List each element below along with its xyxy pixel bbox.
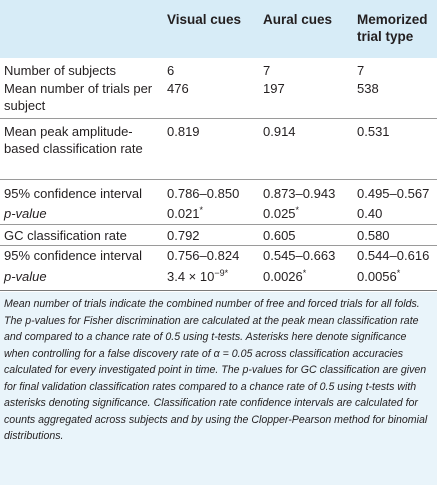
cell-memorized-peak-rate: 0.531: [357, 124, 390, 139]
row-label-gc-p-value: p-value: [4, 269, 47, 284]
cell-visual-gc-ci: 0.756–0.824: [167, 248, 240, 263]
table-body: [0, 58, 437, 321]
cell-memorized-gc-rate: 0.580: [357, 228, 390, 243]
p-value-text: 0.0056: [357, 269, 397, 284]
cell-aural-gc-p-value: 0.0026*: [263, 268, 306, 285]
significance-asterisk: *: [396, 268, 401, 278]
row-divider: [0, 245, 437, 246]
cell-aural-ci: 0.873–0.943: [263, 186, 336, 201]
row-label-gc-rate: GC classification rate: [4, 228, 127, 243]
cell-memorized-ci: 0.495–0.567: [357, 186, 430, 201]
footnote-text: Mean number of trials indicate the combi…: [4, 298, 428, 442]
cell-aural-p-value: 0.025*: [263, 205, 299, 222]
table-footnote: Mean number of trials indicate the combi…: [0, 292, 437, 485]
cell-memorized-p-value: 0.40: [357, 206, 383, 221]
cell-aural-peak-rate: 0.914: [263, 124, 296, 139]
cell-visual-peak-rate: 0.819: [167, 124, 200, 139]
cell-visual-subjects: 6: [167, 63, 175, 78]
row-divider: [0, 224, 437, 225]
cell-aural-subjects: 7: [263, 63, 271, 78]
table-bottom-rule: [0, 290, 437, 291]
row-label-confidence-interval: 95% confidence interval: [4, 186, 143, 201]
row-label-peak-amplitude-rate: Mean peak amplitude-based classification…: [4, 124, 143, 156]
column-header-memorized-trial-type: Memorized trial type: [357, 12, 428, 44]
p-value-text: 0.0026: [263, 269, 303, 284]
significance-asterisk: *: [302, 268, 307, 278]
cell-visual-ci: 0.786–0.850: [167, 186, 240, 201]
cell-memorized-subjects: 7: [357, 63, 365, 78]
p-value-text: 3.4 × 10: [167, 269, 215, 284]
significance-asterisk: *: [224, 268, 229, 278]
row-divider: [0, 179, 437, 180]
cell-visual-gc-rate: 0.792: [167, 228, 200, 243]
row-label-number-of-subjects: Number of subjects: [4, 63, 116, 78]
exponent: −9: [214, 268, 225, 278]
p-value-text: 0.021: [167, 206, 200, 221]
cell-memorized-trials: 538: [357, 81, 379, 96]
row-label-mean-trials: Mean number of trials per subject: [4, 81, 153, 113]
row-label-p-value: p-value: [4, 206, 47, 221]
cell-visual-trials: 476: [167, 81, 189, 96]
significance-asterisk: *: [199, 205, 204, 215]
cell-visual-p-value: 0.021*: [167, 205, 203, 222]
cell-aural-trials: 197: [263, 81, 285, 96]
row-label-gc-confidence-interval: 95% confidence interval: [4, 248, 143, 263]
row-divider: [0, 118, 437, 119]
column-header-visual-cues: Visual cues: [167, 12, 242, 27]
cell-aural-gc-ci: 0.545–0.663: [263, 248, 336, 263]
cell-memorized-gc-ci: 0.544–0.616: [357, 248, 430, 263]
cell-memorized-gc-p-value: 0.0056*: [357, 268, 400, 285]
cell-aural-gc-rate: 0.605: [263, 228, 296, 243]
cell-visual-gc-p-value: 3.4 × 10−9*: [167, 268, 228, 285]
significance-asterisk: *: [295, 205, 300, 215]
p-value-text: 0.025: [263, 206, 296, 221]
column-header-aural-cues: Aural cues: [263, 12, 333, 27]
table-header: Visual cues Aural cues Memorized trial t…: [0, 0, 437, 58]
